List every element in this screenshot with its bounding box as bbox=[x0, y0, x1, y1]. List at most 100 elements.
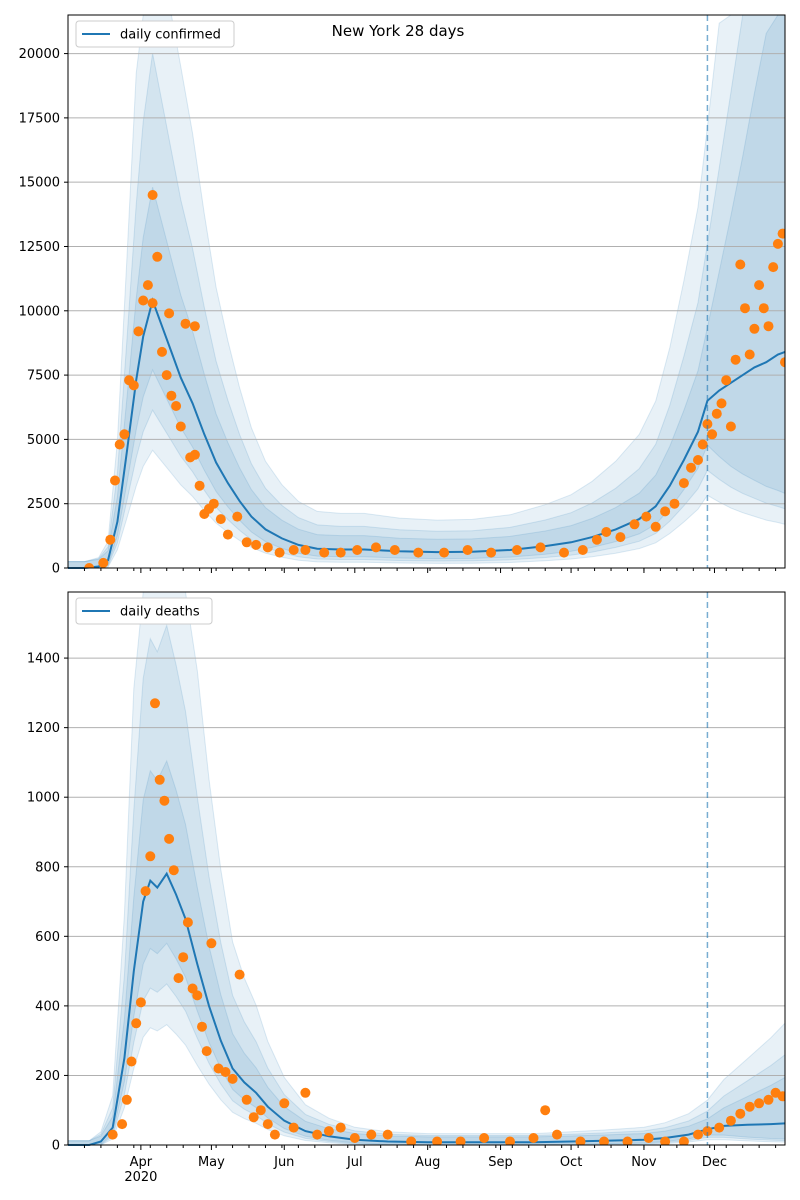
data-point bbox=[439, 547, 450, 558]
data-point bbox=[721, 375, 732, 386]
data-point bbox=[601, 527, 612, 537]
data-point bbox=[128, 380, 139, 391]
data-point bbox=[126, 1056, 137, 1067]
data-point bbox=[725, 1115, 736, 1126]
data-point bbox=[189, 321, 200, 332]
x-tick-label: 2020 bbox=[124, 1170, 157, 1185]
confirmed-legend: daily confirmed bbox=[75, 20, 235, 48]
data-point bbox=[154, 774, 165, 785]
legend-box bbox=[75, 597, 213, 625]
data-point bbox=[650, 521, 661, 532]
data-point bbox=[406, 1136, 417, 1145]
data-point bbox=[173, 973, 184, 984]
data-point bbox=[114, 439, 125, 450]
credible-band bbox=[68, 759, 785, 1145]
data-point bbox=[241, 537, 252, 548]
data-point bbox=[540, 1105, 551, 1116]
confirmed-points-layer bbox=[84, 190, 785, 568]
y-tick-label: 800 bbox=[35, 860, 60, 875]
data-point bbox=[222, 529, 233, 540]
data-point bbox=[512, 545, 522, 555]
x-tick-label: Sep bbox=[488, 1155, 513, 1170]
data-point bbox=[110, 475, 120, 486]
data-point bbox=[455, 1136, 466, 1145]
data-point bbox=[335, 547, 346, 558]
data-point bbox=[227, 1073, 238, 1084]
data-point bbox=[660, 1136, 671, 1145]
data-point bbox=[413, 547, 424, 558]
data-point bbox=[117, 1119, 128, 1130]
data-point bbox=[643, 1133, 654, 1143]
data-point bbox=[754, 280, 765, 291]
data-point bbox=[335, 1122, 346, 1133]
data-point bbox=[777, 228, 785, 239]
data-point bbox=[693, 455, 703, 465]
y-tick-label: 600 bbox=[35, 930, 60, 945]
data-point bbox=[206, 938, 217, 949]
data-point bbox=[171, 401, 182, 411]
confirmed-x-ticks bbox=[83, 568, 777, 573]
data-point bbox=[168, 865, 179, 876]
data-point bbox=[772, 238, 783, 249]
x-tick-label: Aug bbox=[415, 1155, 440, 1170]
data-point bbox=[707, 429, 718, 440]
data-point bbox=[138, 295, 149, 306]
data-point bbox=[274, 547, 285, 558]
data-point bbox=[716, 398, 727, 409]
y-tick-label: 0 bbox=[52, 1139, 60, 1154]
data-point bbox=[157, 346, 167, 357]
data-point bbox=[279, 1098, 290, 1109]
x-tick-label: Nov bbox=[631, 1155, 657, 1170]
data-point bbox=[312, 1129, 323, 1140]
data-point bbox=[182, 917, 193, 928]
y-tick-label: 1200 bbox=[27, 721, 60, 736]
data-point bbox=[269, 1129, 280, 1140]
data-point bbox=[697, 439, 708, 450]
data-point bbox=[780, 357, 785, 368]
data-point bbox=[615, 532, 626, 543]
data-point bbox=[366, 1129, 377, 1140]
deaths-credible-bands bbox=[68, 592, 785, 1145]
data-point bbox=[105, 534, 116, 545]
data-point bbox=[147, 298, 158, 309]
data-point bbox=[164, 833, 175, 844]
y-tick-label: 1000 bbox=[27, 791, 60, 806]
data-point bbox=[262, 542, 273, 553]
deaths-points-layer bbox=[107, 698, 785, 1145]
data-point bbox=[660, 506, 671, 517]
data-point bbox=[599, 1136, 609, 1145]
data-point bbox=[135, 997, 146, 1008]
data-point bbox=[197, 1021, 207, 1032]
data-point bbox=[131, 1018, 142, 1029]
data-point bbox=[241, 1094, 252, 1105]
data-point bbox=[678, 478, 689, 489]
data-point bbox=[432, 1136, 443, 1145]
data-point bbox=[744, 1101, 755, 1112]
y-tick-label: 15000 bbox=[19, 176, 60, 191]
y-tick-label: 20000 bbox=[19, 47, 60, 62]
x-tick-label: Dec bbox=[702, 1155, 727, 1170]
data-point bbox=[251, 539, 262, 550]
data-point bbox=[528, 1133, 539, 1143]
figure-title: New York 28 days bbox=[332, 22, 465, 40]
y-tick-label: 1400 bbox=[27, 652, 60, 667]
confirmed-panel: 0 2500 5000 7500 10000 12500 15000 17500 20000 d… bbox=[19, 14, 786, 577]
confirmed-axes-frame bbox=[67, 14, 786, 569]
data-point bbox=[735, 1108, 746, 1119]
data-point bbox=[166, 390, 177, 401]
data-point bbox=[486, 547, 497, 558]
data-point bbox=[768, 262, 779, 273]
data-point bbox=[255, 1105, 266, 1116]
data-point bbox=[552, 1129, 562, 1140]
data-point bbox=[505, 1136, 515, 1145]
data-point bbox=[714, 1122, 725, 1133]
data-point bbox=[693, 1129, 703, 1140]
y-tick-label: 12500 bbox=[19, 240, 60, 255]
credible-band bbox=[68, 592, 785, 1145]
data-point bbox=[208, 498, 219, 509]
data-point bbox=[84, 563, 95, 568]
data-point bbox=[201, 1046, 212, 1057]
